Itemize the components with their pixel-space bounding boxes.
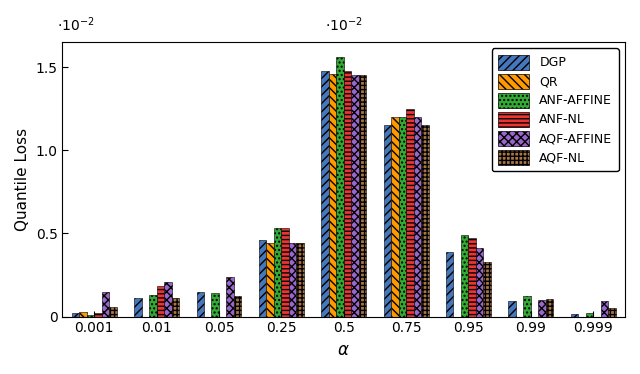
Bar	[391, 117, 399, 316]
Bar	[586, 313, 593, 316]
Bar	[134, 298, 141, 316]
Bar	[79, 312, 87, 316]
Bar	[234, 296, 241, 316]
Bar	[102, 292, 109, 316]
Bar	[461, 235, 468, 316]
Bar	[336, 57, 344, 316]
Bar	[259, 240, 266, 316]
Text: $\cdot10^{-2}$: $\cdot10^{-2}$	[325, 15, 362, 34]
Bar	[196, 292, 204, 316]
Bar	[571, 313, 578, 316]
Bar	[383, 125, 391, 316]
Bar	[546, 299, 553, 316]
Bar	[508, 301, 516, 316]
Bar	[476, 248, 483, 316]
Bar	[608, 308, 616, 316]
Bar	[351, 76, 358, 316]
Bar	[413, 117, 421, 316]
Bar	[421, 125, 429, 316]
Bar	[211, 293, 219, 316]
Bar	[172, 298, 179, 316]
Legend: DGP, QR, ANF-AFFINE, ANF-NL, AQF-AFFINE, AQF-NL: DGP, QR, ANF-AFFINE, ANF-NL, AQF-AFFINE,…	[492, 49, 619, 171]
Bar	[538, 300, 546, 316]
Bar	[289, 243, 296, 316]
X-axis label: $\alpha$: $\alpha$	[337, 341, 350, 359]
Bar	[446, 252, 454, 316]
Y-axis label: Quantile Loss: Quantile Loss	[15, 128, 30, 231]
Bar	[266, 243, 274, 316]
Bar	[72, 313, 79, 316]
Bar	[149, 295, 157, 316]
Bar	[358, 76, 366, 316]
Text: $\cdot10^{-2}$: $\cdot10^{-2}$	[57, 15, 94, 34]
Bar	[227, 277, 234, 316]
Bar	[406, 109, 413, 316]
Bar	[109, 307, 116, 316]
Bar	[399, 117, 406, 316]
Bar	[164, 282, 172, 316]
Bar	[483, 262, 491, 316]
Bar	[329, 74, 336, 316]
Bar	[344, 71, 351, 316]
Bar	[274, 229, 282, 316]
Bar	[601, 301, 608, 316]
Bar	[468, 239, 476, 316]
Bar	[282, 229, 289, 316]
Bar	[296, 243, 304, 316]
Bar	[94, 313, 102, 316]
Bar	[321, 71, 329, 316]
Bar	[157, 286, 164, 316]
Bar	[524, 296, 531, 316]
Bar	[87, 315, 94, 316]
